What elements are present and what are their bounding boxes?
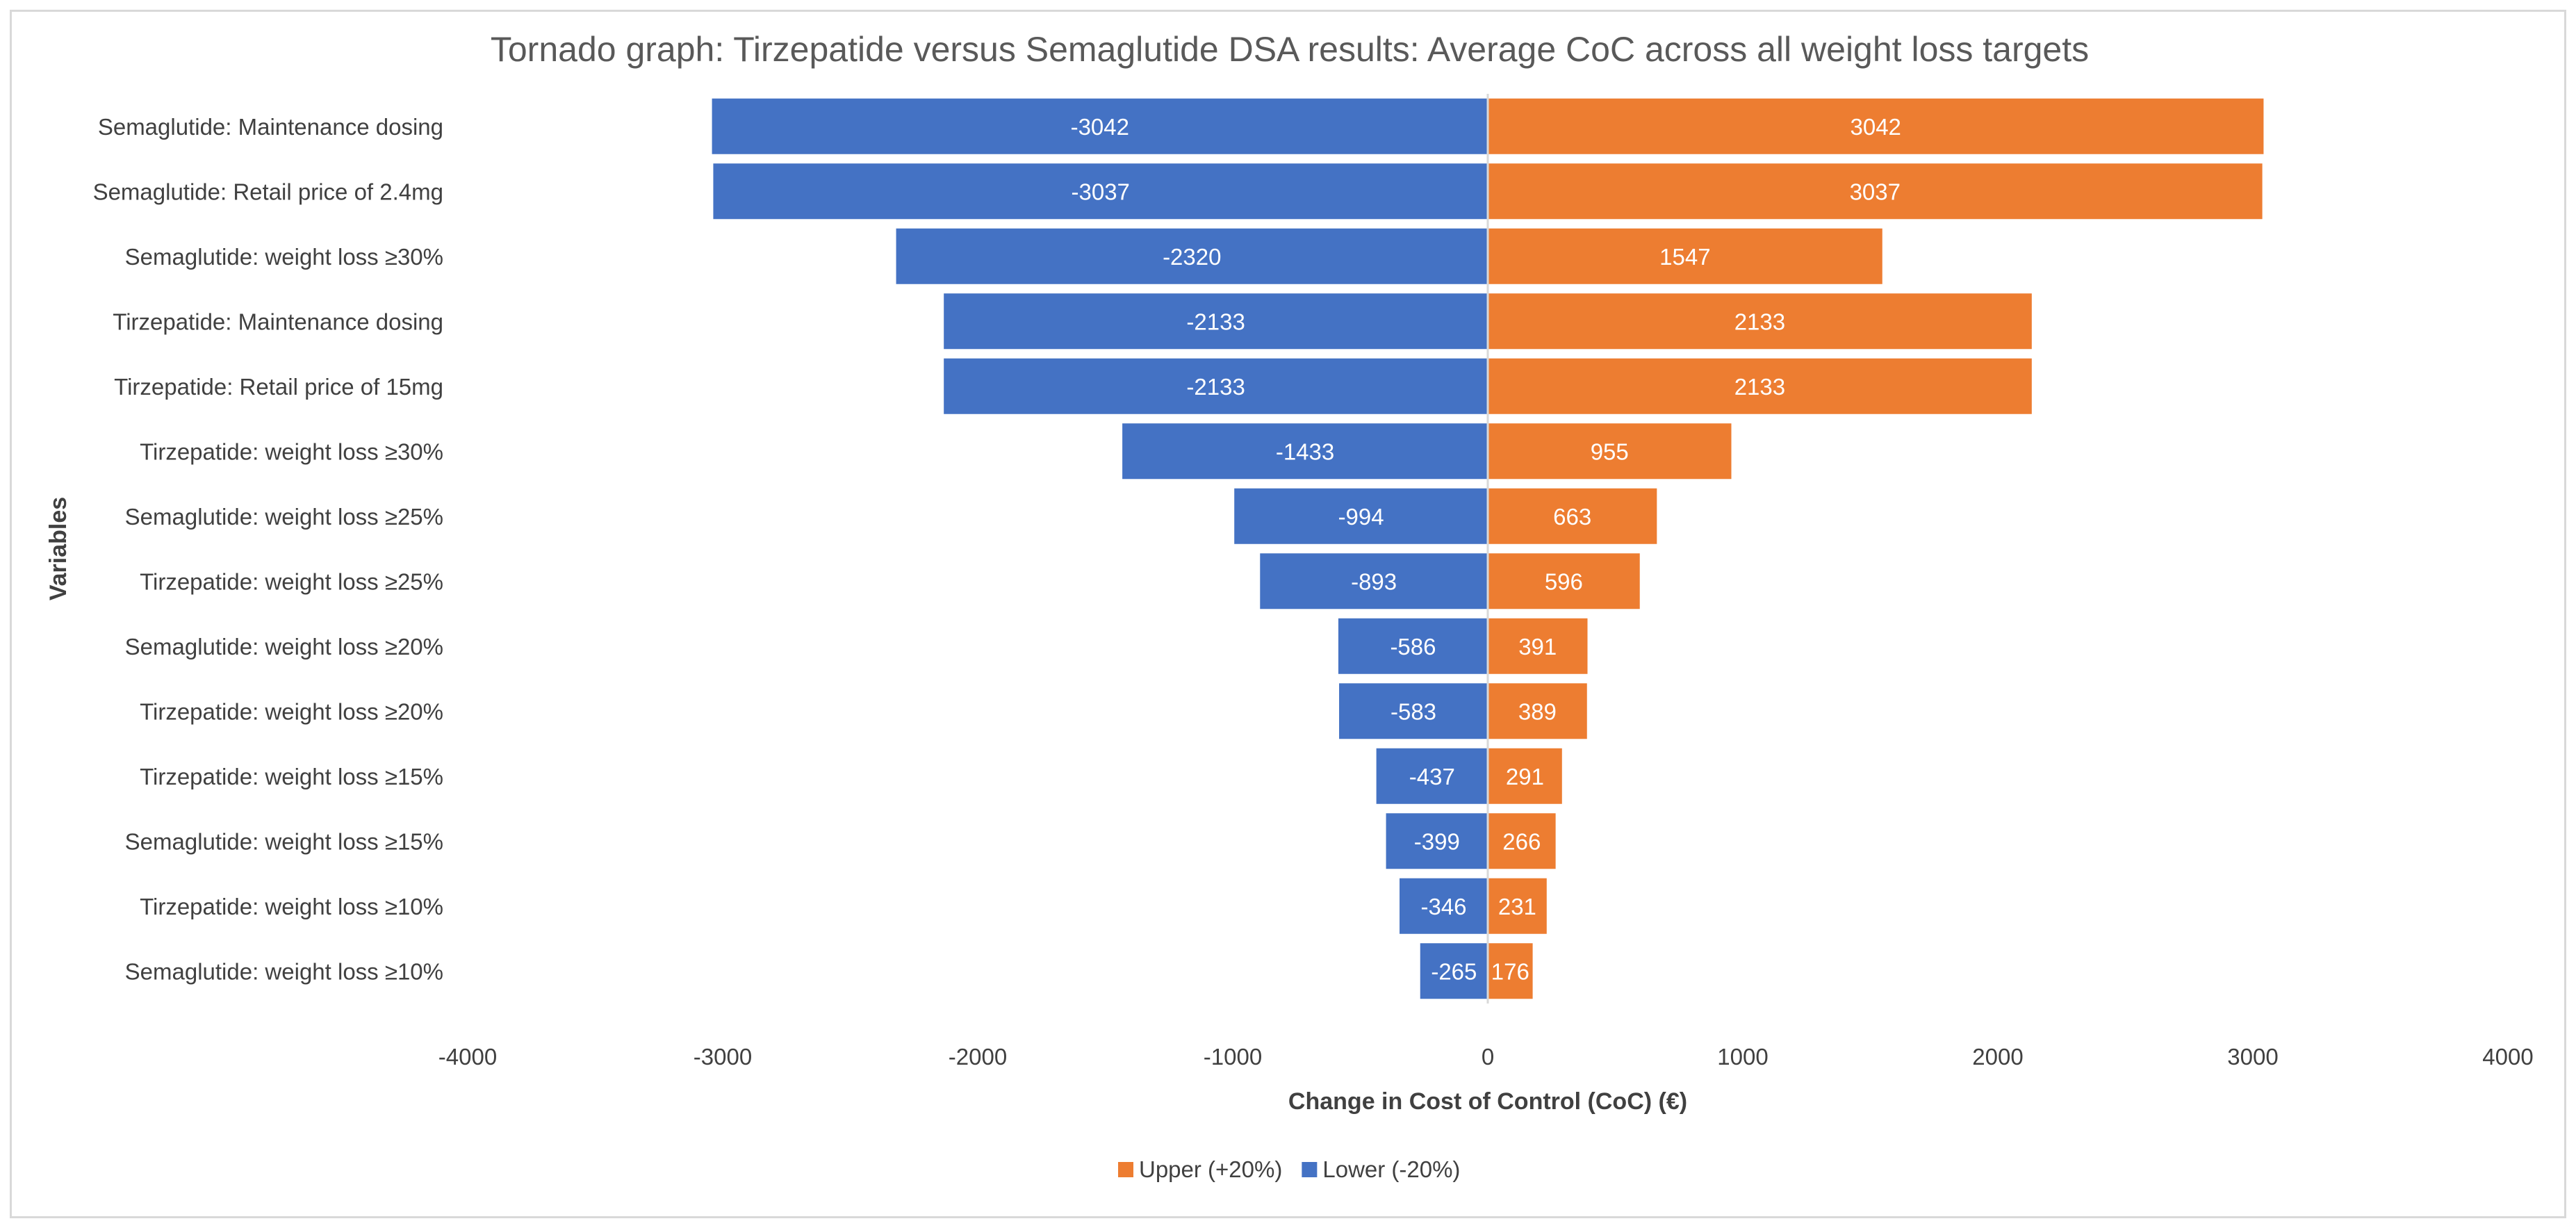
x-tick-label-0: 0: [1482, 1044, 1494, 1070]
bar-upper-tirzepatide-weight-loss-15: [1488, 748, 1562, 804]
bar-label-lower-tirzepatide-weight-loss-15: -437: [1409, 764, 1455, 789]
category-label-tirzepatide-weight-loss-25: Tirzepatide: weight loss ≥25%: [140, 568, 443, 594]
x-tick-labels: -4000 -3000 -2000 -1000 0 1000 2000 3000 4000: [438, 1044, 2534, 1070]
bar-lower-semaglutide-weight-loss-25: [1234, 488, 1488, 544]
bar-lower-semaglutide-weight-loss-20: [1338, 618, 1488, 674]
bar-label-lower-tirzepatide-weight-loss-30: -1433: [1276, 439, 1334, 464]
bar-upper-semaglutide-weight-loss-25: [1488, 488, 1657, 544]
category-label-tirzepatide-weight-loss-20: Tirzepatide: weight loss ≥20%: [140, 698, 443, 724]
category-label-semaglutide-weight-loss-25: Semaglutide: weight loss ≥25%: [125, 504, 443, 530]
bar-upper-tirzepatide-retail-price-of-15mg: [1488, 358, 2032, 414]
x-tick-label-4000: 4000: [2482, 1044, 2533, 1070]
category-label-semaglutide-weight-loss-20: Semaglutide: weight loss ≥20%: [125, 634, 443, 660]
bar-labels-layer: 3042 3037 1547 2133 2133 955 663 596 391 389 291 26…: [1071, 114, 1901, 985]
x-tick-label-1000: -1000: [1204, 1044, 1262, 1070]
bar-lower-tirzepatide-weight-loss-20: [1339, 683, 1488, 739]
x-tick-label-4000: -4000: [438, 1044, 497, 1070]
bar-label-lower-semaglutide-weight-loss-30: -2320: [1163, 244, 1221, 270]
bar-upper-semaglutide-weight-loss-30: [1488, 228, 1882, 284]
bar-label-lower-tirzepatide-weight-loss-25: -893: [1351, 568, 1397, 594]
bar-upper-tirzepatide-weight-loss-25: [1488, 553, 1640, 609]
bar-upper-semaglutide-weight-loss-15: [1488, 813, 1556, 869]
bar-label-lower-tirzepatide-maintenance-dosing: -2133: [1186, 309, 1245, 334]
bar-upper-semaglutide-weight-loss-10: [1488, 943, 1533, 999]
category-label-semaglutide-maintenance-dosing: Semaglutide: Maintenance dosing: [98, 114, 443, 140]
category-label-semaglutide-weight-loss-10: Semaglutide: weight loss ≥10%: [125, 958, 443, 984]
category-label-tirzepatide-weight-loss-30: Tirzepatide: weight loss ≥30%: [140, 439, 443, 464]
x-tick-label-1000: 1000: [1717, 1044, 1768, 1070]
category-label-tirzepatide-weight-loss-15: Tirzepatide: weight loss ≥15%: [140, 764, 443, 789]
bar-label-upper-tirzepatide-maintenance-dosing: 2133: [1734, 309, 1785, 334]
bar-label-lower-semaglutide-weight-loss-10: -265: [1431, 958, 1477, 984]
bar-label-upper-semaglutide-maintenance-dosing: 3042: [1850, 114, 1901, 140]
bar-lower-semaglutide-weight-loss-30: [896, 228, 1488, 284]
bar-label-upper-semaglutide-weight-loss-25: 663: [1553, 504, 1591, 530]
bar-upper-tirzepatide-weight-loss-20: [1488, 683, 1587, 739]
bar-label-upper-semaglutide-weight-loss-20: 391: [1518, 634, 1557, 660]
bar-lower-semaglutide-weight-loss-10: [1420, 943, 1488, 999]
bar-label-lower-semaglutide-maintenance-dosing: -3042: [1071, 114, 1129, 140]
x-tick-label-3000: 3000: [2227, 1044, 2278, 1070]
tornado-chart: Tornado graph: Tirzepatide versus Semagl…: [45, 30, 2534, 1182]
bar-label-lower-tirzepatide-retail-price-of-15mg: -2133: [1186, 374, 1245, 400]
bar-label-upper-semaglutide-weight-loss-15: 266: [1502, 828, 1541, 854]
bar-lower-tirzepatide-weight-loss-30: [1122, 423, 1488, 480]
bar-label-upper-semaglutide-weight-loss-30: 1547: [1659, 244, 1710, 270]
bar-label-upper-tirzepatide-retail-price-of-15mg: 2133: [1734, 374, 1785, 400]
bar-label-upper-tirzepatide-weight-loss-25: 596: [1545, 568, 1583, 594]
chart-title: Tornado graph: Tirzepatide versus Semagl…: [491, 30, 2089, 69]
bar-label-lower-tirzepatide-weight-loss-10: -346: [1420, 894, 1466, 919]
bar-upper-tirzepatide-weight-loss-30: [1488, 423, 1732, 480]
bar-label-lower-semaglutide-weight-loss-15: -399: [1414, 828, 1460, 854]
legend-label-upper: Upper (+20%): [1139, 1156, 1282, 1182]
x-axis-title: Change in Cost of Control (CoC) (€): [1288, 1088, 1687, 1115]
bar-label-upper-tirzepatide-weight-loss-20: 389: [1518, 698, 1557, 724]
bar-lower-tirzepatide-maintenance-dosing: [944, 293, 1488, 350]
legend-label-lower: Lower (-20%): [1322, 1156, 1460, 1182]
legend-swatch-upper: [1118, 1162, 1133, 1177]
bar-label-lower-tirzepatide-weight-loss-20: -583: [1390, 698, 1436, 724]
bar-label-lower-semaglutide-weight-loss-20: -586: [1390, 634, 1436, 660]
category-label-semaglutide-retail-price-of-2-4mg: Semaglutide: Retail price of 2.4mg: [93, 179, 443, 204]
bar-lower-tirzepatide-weight-loss-15: [1376, 748, 1488, 804]
bar-lower-semaglutide-retail-price-of-2-4mg: [713, 163, 1488, 220]
bar-upper-tirzepatide-weight-loss-10: [1488, 878, 1547, 934]
bar-label-upper-semaglutide-retail-price-of-2-4mg: 3037: [1850, 179, 1901, 204]
category-label-tirzepatide-weight-loss-10: Tirzepatide: weight loss ≥10%: [140, 894, 443, 919]
bar-lower-semaglutide-weight-loss-15: [1386, 813, 1488, 869]
bar-label-upper-semaglutide-weight-loss-10: 176: [1491, 958, 1529, 984]
bar-lower-semaglutide-maintenance-dosing: [712, 98, 1488, 154]
category-label-semaglutide-weight-loss-15: Semaglutide: weight loss ≥15%: [125, 828, 443, 854]
bars-layer: [712, 98, 2264, 999]
bar-lower-tirzepatide-weight-loss-10: [1400, 878, 1488, 934]
category-labels-layer: Semaglutide: Maintenance dosing Semagluti…: [93, 114, 443, 985]
bar-upper-semaglutide-retail-price-of-2-4mg: [1488, 163, 2263, 220]
legend-swatch-lower: [1302, 1162, 1318, 1177]
bar-upper-semaglutide-weight-loss-20: [1488, 618, 1588, 674]
category-label-tirzepatide-retail-price-of-15mg: Tirzepatide: Retail price of 15mg: [114, 374, 443, 400]
category-label-semaglutide-weight-loss-30: Semaglutide: weight loss ≥30%: [125, 244, 443, 270]
category-label-tirzepatide-maintenance-dosing: Tirzepatide: Maintenance dosing: [113, 309, 443, 334]
bar-lower-tirzepatide-retail-price-of-15mg: [944, 358, 1488, 414]
bar-label-lower-semaglutide-weight-loss-25: -994: [1338, 504, 1384, 530]
bar-label-upper-tirzepatide-weight-loss-15: 291: [1506, 764, 1544, 789]
bar-upper-tirzepatide-maintenance-dosing: [1488, 293, 2032, 350]
x-tick-label-2000: 2000: [1972, 1044, 2023, 1070]
bar-upper-semaglutide-maintenance-dosing: [1488, 98, 2264, 154]
x-tick-label-2000: -2000: [949, 1044, 1007, 1070]
bar-label-lower-semaglutide-retail-price-of-2-4mg: -3037: [1072, 179, 1130, 204]
legend: Upper (+20%) Lower (-20%): [1118, 1156, 1460, 1182]
y-axis-title: Variables: [45, 497, 72, 600]
bar-label-upper-tirzepatide-weight-loss-10: 231: [1498, 894, 1536, 919]
bar-label-upper-tirzepatide-weight-loss-30: 955: [1591, 439, 1629, 464]
bar-lower-tirzepatide-weight-loss-25: [1260, 553, 1488, 609]
x-tick-label-3000: -3000: [694, 1044, 752, 1070]
chart-frame: Tornado graph: Tirzepatide versus Semagl…: [10, 10, 2566, 1218]
